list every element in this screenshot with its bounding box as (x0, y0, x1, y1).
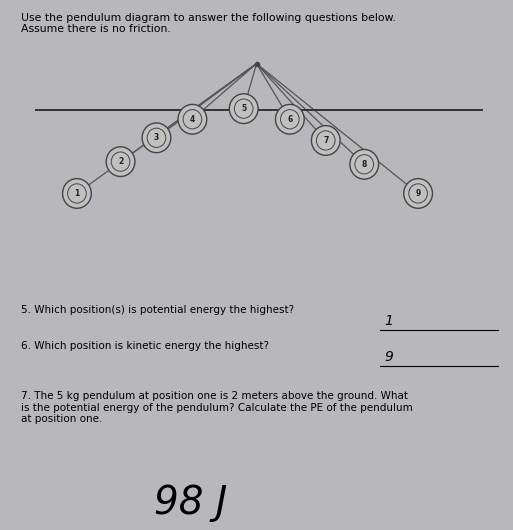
Text: 1: 1 (74, 189, 80, 198)
Text: 8: 8 (362, 160, 367, 169)
Text: Assume there is no friction.: Assume there is no friction. (21, 24, 170, 34)
Text: 5. Which position(s) is potential energy the highest?: 5. Which position(s) is potential energy… (21, 305, 293, 315)
Text: 5: 5 (241, 104, 246, 113)
Circle shape (311, 126, 340, 155)
Text: 98 J: 98 J (154, 484, 227, 522)
Text: 3: 3 (154, 134, 159, 142)
Text: Use the pendulum diagram to answer the following questions below.: Use the pendulum diagram to answer the f… (21, 13, 396, 23)
Text: 9: 9 (416, 189, 421, 198)
Circle shape (350, 149, 379, 179)
Text: 6: 6 (287, 115, 292, 123)
Circle shape (404, 179, 432, 208)
Circle shape (63, 179, 91, 208)
Text: 2: 2 (118, 157, 123, 166)
Text: 4: 4 (190, 115, 195, 123)
Text: 1: 1 (385, 314, 393, 328)
Text: 9: 9 (385, 350, 393, 364)
Circle shape (275, 104, 304, 134)
Text: 6. Which position is kinetic energy the highest?: 6. Which position is kinetic energy the … (21, 341, 268, 351)
Text: 7. The 5 kg pendulum at position one is 2 meters above the ground. What
is the p: 7. The 5 kg pendulum at position one is … (21, 391, 412, 425)
Text: 7: 7 (323, 136, 328, 145)
Circle shape (106, 147, 135, 176)
Circle shape (178, 104, 207, 134)
Circle shape (229, 94, 258, 123)
Circle shape (142, 123, 171, 153)
